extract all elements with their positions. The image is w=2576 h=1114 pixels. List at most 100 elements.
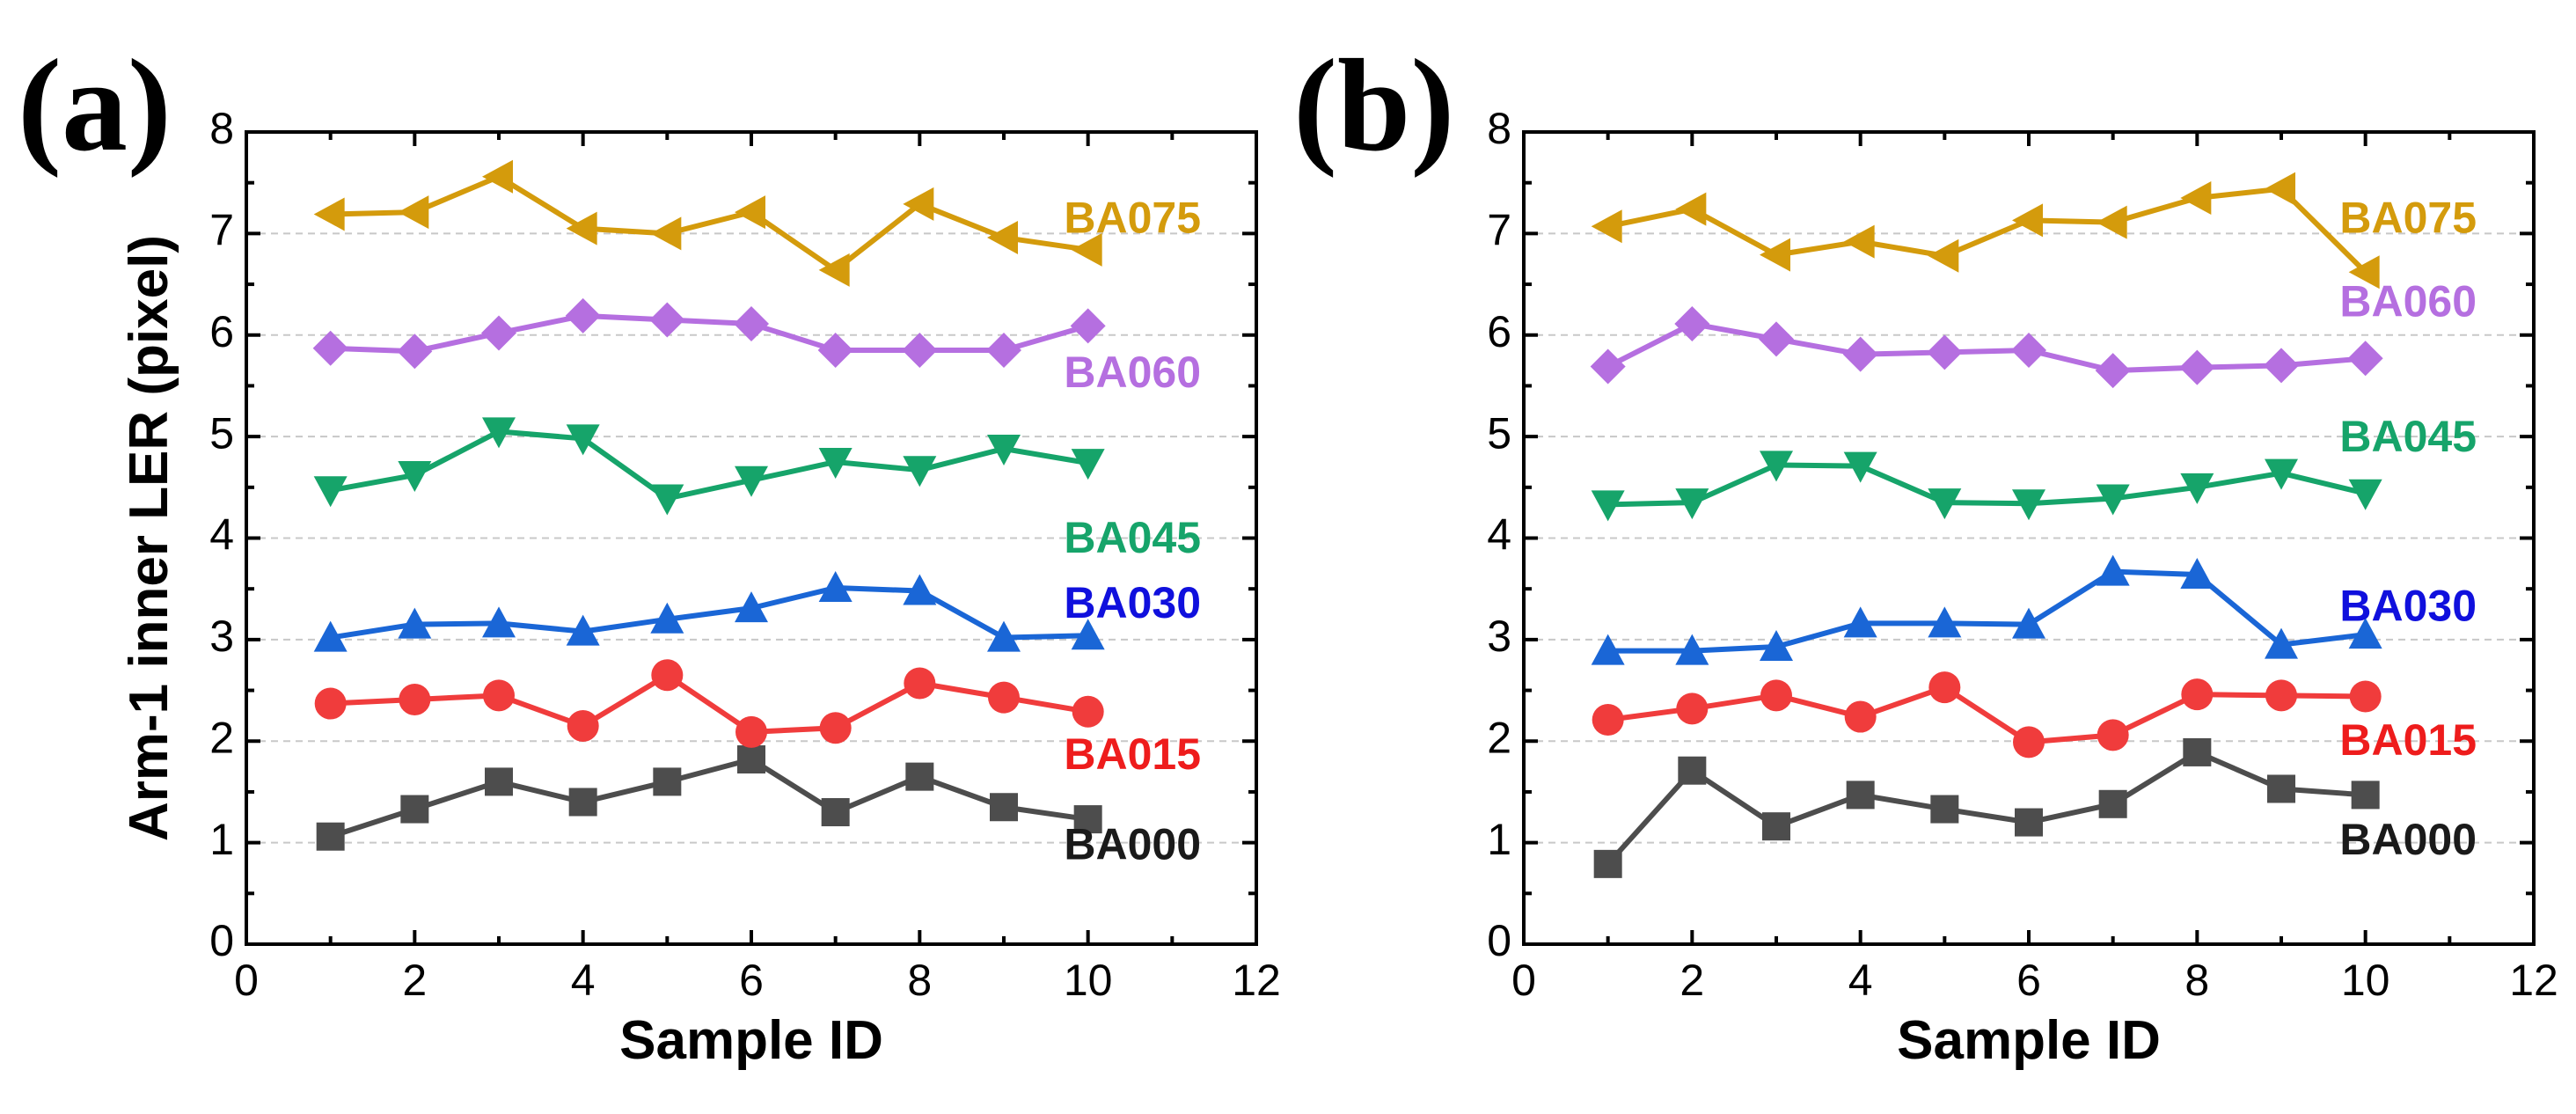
series-line-ba000 [1606, 749, 2366, 866]
y-tick-label: 1 [209, 815, 234, 864]
x-tick-label: 12 [2509, 956, 2558, 1005]
data-point [482, 417, 516, 449]
x-tick-label: 4 [571, 956, 596, 1005]
data-point [735, 591, 768, 623]
panel-label: (a) [18, 33, 172, 179]
data-point [1843, 224, 1875, 259]
y-tick-label: 6 [1487, 307, 1511, 356]
x-axis-title: Sample ID [1897, 1010, 2161, 1071]
data-point [2012, 607, 2045, 639]
data-point [1843, 606, 1877, 638]
data-point [2265, 627, 2298, 659]
data-point [2179, 349, 2215, 385]
data-point [2096, 554, 2130, 586]
data-point [653, 767, 682, 796]
x-tick-label: 12 [1232, 956, 1281, 1005]
series-label: BA045 [1064, 513, 1201, 562]
data-point [1678, 756, 1707, 785]
data-point [2098, 789, 2127, 818]
data-point [2011, 333, 2046, 369]
data-point [312, 330, 348, 366]
y-tick-label: 2 [209, 713, 234, 762]
data-point [2180, 180, 2212, 215]
y-tick-label: 5 [1487, 408, 1511, 458]
data-point [1073, 805, 1102, 834]
data-point [1072, 695, 1104, 728]
data-point [2349, 680, 2382, 713]
data-point [483, 679, 515, 712]
data-point [1071, 449, 1105, 480]
data-point [987, 434, 1021, 465]
data-point [818, 447, 853, 479]
x-tick-label: 0 [234, 956, 259, 1005]
data-point [313, 197, 345, 231]
series-label: BA030 [1064, 578, 1201, 627]
data-point [2013, 726, 2045, 759]
data-point [1593, 849, 1622, 878]
data-point [1760, 679, 1792, 712]
series-label: BA075 [1064, 194, 1201, 243]
data-point [735, 715, 767, 748]
x-tick-label: 10 [2341, 956, 2390, 1005]
data-point [1930, 795, 1959, 824]
y-tick-label: 3 [1487, 612, 1511, 661]
data-point [1675, 634, 1709, 665]
series-line-ba060 [330, 312, 1089, 355]
data-point [481, 315, 516, 351]
y-tick-label: 6 [209, 307, 234, 356]
data-point [2015, 808, 2043, 837]
data-point [313, 476, 348, 508]
data-point [1927, 334, 1963, 370]
data-point [1928, 488, 1962, 520]
data-point [2012, 489, 2045, 521]
data-point [2181, 678, 2214, 711]
data-point [650, 484, 684, 516]
data-point [821, 798, 850, 827]
y-tick-label: 0 [209, 916, 234, 965]
data-point [2265, 172, 2295, 206]
data-point [1592, 704, 1624, 737]
series-line-ba045 [330, 429, 1089, 502]
data-point [903, 187, 934, 221]
data-point [485, 767, 513, 796]
series-label: BA000 [1064, 820, 1201, 869]
data-point [818, 571, 853, 603]
data-point [817, 333, 853, 369]
panel-label: (b) [1293, 33, 1454, 179]
series-label: BA075 [2339, 194, 2477, 243]
data-point [316, 822, 345, 851]
data-point [400, 795, 429, 824]
data-point [568, 788, 597, 817]
data-point [566, 614, 600, 646]
data-point [1842, 336, 1878, 372]
data-point [988, 681, 1020, 714]
data-point [1759, 321, 1794, 357]
data-point [1928, 238, 1959, 273]
y-tick-label: 4 [209, 510, 234, 560]
series-line-ba030 [330, 585, 1088, 641]
data-point [2097, 719, 2129, 751]
data-point [2351, 781, 2380, 810]
x-axis-title: Sample ID [619, 1010, 883, 1071]
series-line-ba060 [1606, 321, 2366, 374]
data-point [2012, 203, 2043, 238]
data-point [2180, 558, 2214, 590]
series-label: BA060 [1064, 348, 1201, 397]
data-point [902, 333, 938, 369]
data-point [1591, 490, 1625, 522]
data-point [987, 620, 1021, 652]
data-point [1675, 192, 1707, 226]
data-point [987, 220, 1018, 254]
y-tick-label: 8 [1487, 104, 1511, 153]
data-point [1070, 308, 1106, 344]
data-point [567, 709, 599, 742]
data-point [1928, 671, 1961, 704]
y-tick-label: 8 [209, 104, 234, 153]
x-tick-label: 8 [2184, 956, 2209, 1005]
y-tick-label: 4 [1487, 510, 1511, 560]
data-point [313, 620, 348, 652]
x-tick-label: 6 [739, 956, 764, 1005]
data-point [1760, 451, 1793, 482]
data-point [2096, 484, 2130, 516]
